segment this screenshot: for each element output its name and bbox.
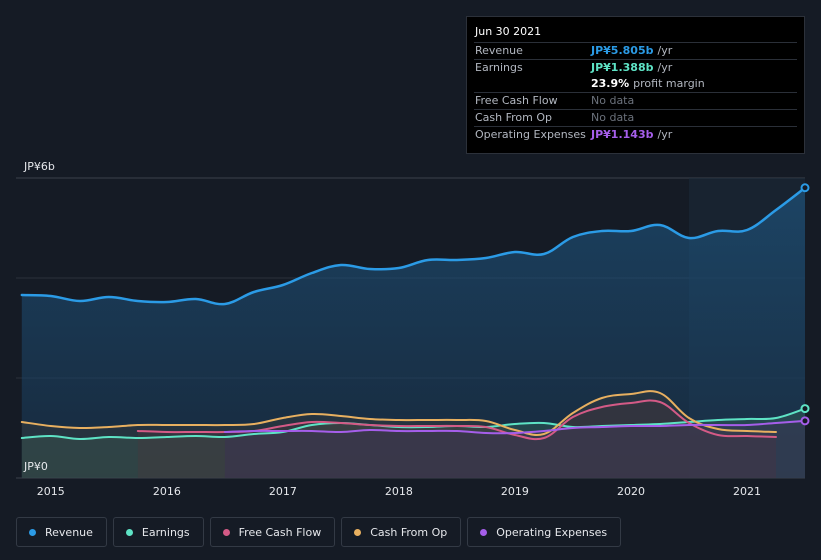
- tooltip-value-revenue: JP¥5.805b: [591, 44, 654, 57]
- y-tick-label-zero: JP¥0: [23, 460, 48, 473]
- legend-dot-revenue: [29, 528, 36, 536]
- x-tick-label: 2016: [153, 485, 181, 498]
- tooltip-label-operating-expenses: Operating Expenses: [475, 128, 586, 141]
- legend-dot-cash-from-op: [354, 528, 362, 536]
- line-revenue: [20, 186, 807, 306]
- legend-item-cash-from-op[interactable]: Cash From Op: [341, 517, 462, 547]
- chart-legend: Revenue Earnings Free Cash Flow Cash Fro…: [16, 517, 622, 547]
- line-earnings: [20, 407, 806, 441]
- tooltip-label-earnings: Earnings: [475, 61, 523, 74]
- tooltip-row-operating-expenses: Operating Expenses JP¥1.143b /yr: [474, 126, 797, 143]
- y-tick-label-max: JP¥6b: [23, 160, 55, 173]
- area-free-cash-flow: [137, 400, 777, 478]
- legend-item-operating-expenses[interactable]: Operating Expenses: [467, 517, 622, 547]
- point-operating-expenses-latest: [800, 416, 810, 426]
- tooltip-date: Jun 30 2021: [475, 25, 542, 38]
- tooltip-row-revenue: Revenue JP¥5.805b /yr: [474, 42, 797, 59]
- line-operating-expenses: [223, 419, 806, 435]
- area-cash-from-op: [21, 391, 777, 478]
- point-earnings-latest: [800, 404, 810, 414]
- tooltip-text-profit-margin: profit margin: [633, 77, 705, 90]
- tooltip-unit-revenue: /yr: [657, 44, 673, 57]
- tooltip-row-profit-margin: 23.9% profit margin: [474, 76, 797, 92]
- tooltip-label-free-cash-flow: Free Cash Flow: [475, 94, 558, 107]
- tooltip-value-free-cash-flow: No data: [591, 94, 635, 107]
- tooltip-row-cash-from-op: Cash From Op No data: [474, 109, 797, 126]
- x-tick-label: 2015: [37, 485, 65, 498]
- legend-item-free-cash-flow[interactable]: Free Cash Flow: [209, 517, 336, 547]
- tooltip-value-cash-from-op: No data: [591, 111, 635, 124]
- legend-label-operating-expenses: Operating Expenses: [496, 525, 608, 539]
- tooltip-value-profit-margin: 23.9%: [591, 77, 630, 90]
- data-tooltip: Jun 30 2021 Revenue JP¥5.805b /yr Earnin…: [466, 16, 805, 154]
- legend-dot-earnings: [125, 528, 133, 536]
- legend-dot-free-cash-flow: [222, 528, 230, 536]
- tooltip-label-cash-from-op: Cash From Op: [475, 111, 553, 124]
- tooltip-row-free-cash-flow: Free Cash Flow No data: [474, 92, 797, 109]
- line-cash-from-op: [20, 390, 777, 437]
- legend-label-cash-from-op: Cash From Op: [370, 525, 448, 539]
- x-tick-label: 2017: [269, 485, 297, 498]
- tooltip-label-revenue: Revenue: [475, 44, 523, 57]
- legend-item-revenue[interactable]: Revenue: [16, 517, 107, 547]
- legend-label-revenue: Revenue: [45, 525, 93, 539]
- legend-item-earnings[interactable]: Earnings: [112, 517, 204, 547]
- x-tick-label: 2021: [733, 485, 761, 498]
- tooltip-unit-operating-expenses: /yr: [657, 128, 673, 141]
- tooltip-unit-earnings: /yr: [657, 61, 673, 74]
- x-tick-label: 2020: [617, 485, 645, 498]
- x-tick-label: 2019: [501, 485, 529, 498]
- legend-label-earnings: Earnings: [141, 525, 190, 539]
- x-tick-label: 2018: [385, 485, 413, 498]
- point-revenue-latest: [800, 183, 810, 193]
- legend-dot-operating-expenses: [480, 528, 488, 536]
- legend-label-free-cash-flow: Free Cash Flow: [238, 525, 322, 539]
- tooltip-row-earnings: Earnings JP¥1.388b /yr: [474, 59, 797, 76]
- area-operating-expenses: [224, 420, 805, 478]
- tooltip-value-earnings: JP¥1.388b: [591, 61, 654, 74]
- tooltip-value-operating-expenses: JP¥1.143b: [591, 128, 654, 141]
